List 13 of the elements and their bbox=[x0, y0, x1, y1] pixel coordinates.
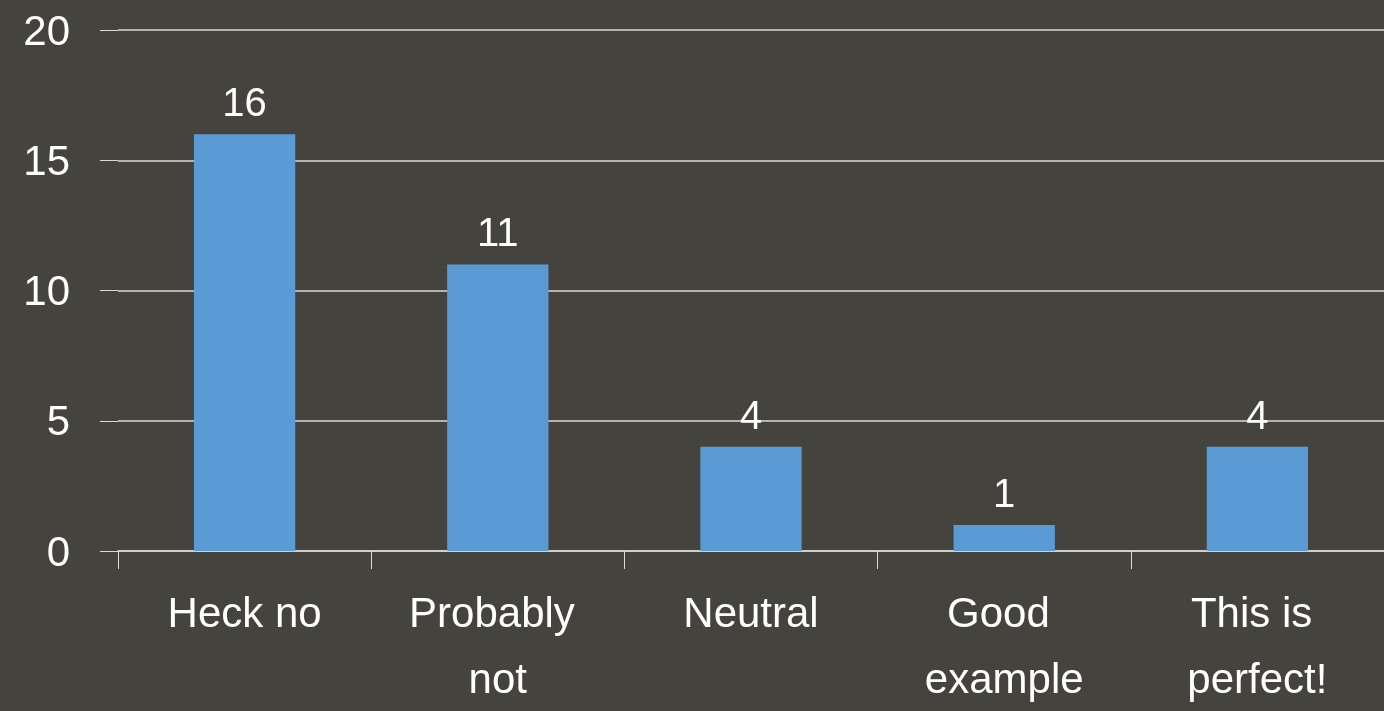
data-label: 11 bbox=[477, 210, 519, 255]
x-tick-label: This is perfect! bbox=[1187, 588, 1328, 702]
y-tick-label: 5 bbox=[46, 397, 70, 445]
x-tick-label: Good example bbox=[924, 588, 1084, 702]
x-tick-label: Neutral bbox=[683, 588, 819, 636]
x-tick-label: Heck no bbox=[167, 588, 322, 636]
y-tick-label: 20 bbox=[23, 6, 70, 54]
data-label: 16 bbox=[222, 80, 267, 125]
data-label: 1 bbox=[993, 470, 1016, 515]
y-tick-label: 0 bbox=[46, 527, 70, 575]
y-tick-label: 10 bbox=[23, 267, 70, 314]
x-tick-label: Probably not bbox=[409, 588, 587, 702]
y-tick-label: 15 bbox=[23, 136, 70, 184]
